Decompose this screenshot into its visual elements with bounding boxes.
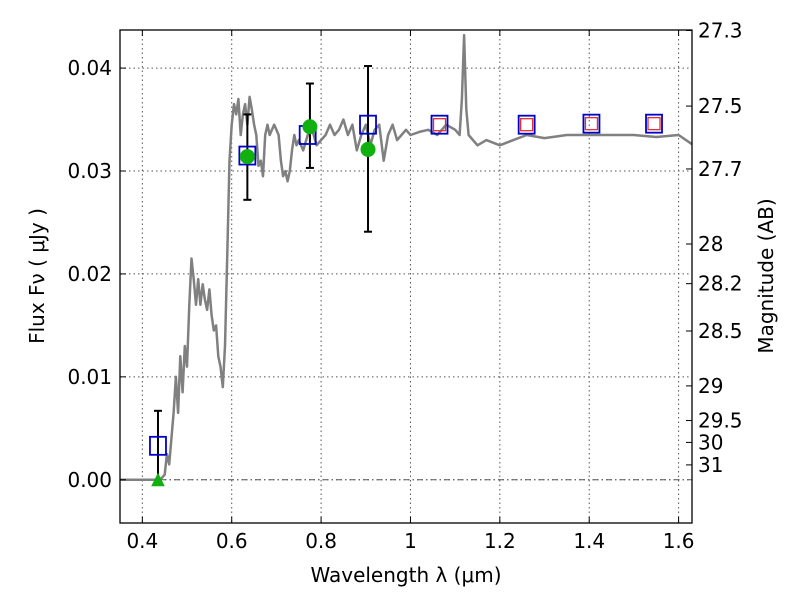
x-tick-label: 1.6 [663,529,695,553]
y-tick-label: 0.04 [67,56,112,80]
x-tick-label: 0.4 [126,529,158,553]
y-tick-label: 0.00 [67,468,112,492]
right-tick-label: 29 [698,374,723,398]
x-tick-label: 1.2 [484,529,516,553]
y-axis-left-title: Flux Fν ( μJy ) [25,208,49,344]
x-tick-label: 1 [404,529,417,553]
y-axis-right-title: Magnitude (AB) [754,198,778,353]
y-tick-label: 0.03 [67,159,112,183]
model-point [149,435,167,456]
model-point [517,114,536,135]
y-tick-label: 0.01 [67,365,112,389]
x-tick-label: 0.6 [216,529,248,553]
spectrum-line [120,33,693,482]
right-tick-label: 27.7 [698,157,743,181]
model-point [645,113,663,134]
right-tick-label: 29.5 [698,409,743,433]
upper-limit-marker [151,472,165,487]
right-tick-label: 28 [698,232,723,256]
plot-area [120,33,693,487]
right-tick-label: 30 [698,430,723,454]
observed-point [239,149,255,165]
tick-labels: 0.4 0.6 0.8 1 1.2 1.4 1.6 0.00 0.01 0.02 0.03 0.04 2… [67,18,742,553]
x-tick-label: 1.4 [573,529,605,553]
model-point [582,113,601,134]
y-tick-label: 0.02 [67,262,112,286]
right-tick-label: 31 [698,453,723,477]
right-tick-label: 27.5 [698,94,743,118]
inner-point [520,118,534,132]
x-axis-title: Wavelength λ (μm) [310,563,501,587]
model-point [238,145,257,166]
model-point [359,114,377,135]
observed-point [302,119,318,135]
inner-point [647,117,661,131]
observed-point [360,141,376,157]
inner-point [432,118,447,132]
inner-point [584,117,599,131]
model-point [430,114,449,135]
x-tick-label: 0.8 [305,529,337,553]
right-tick-label: 28.2 [698,272,743,296]
right-tick-label: 28.5 [698,319,743,343]
plot-frame [119,29,693,524]
tick-marks [120,29,692,523]
right-tick-label: 27.3 [698,18,743,42]
